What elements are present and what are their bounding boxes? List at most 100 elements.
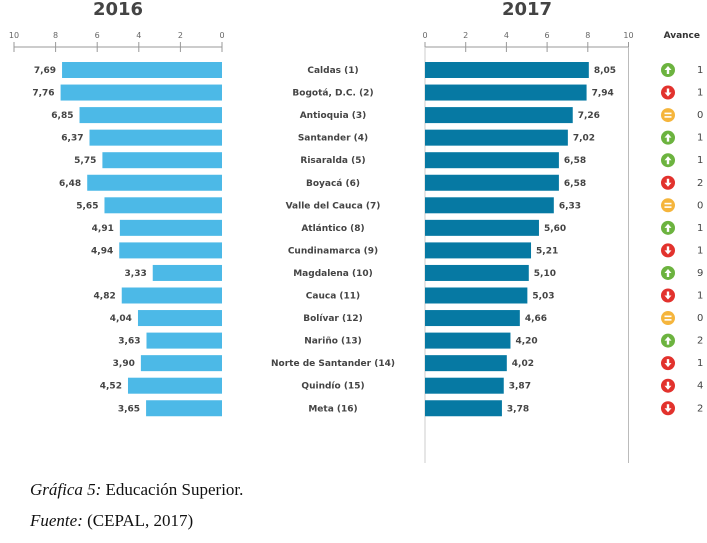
equal-icon xyxy=(664,202,672,205)
tick-label: 0 xyxy=(422,31,427,40)
bar-2017 xyxy=(425,264,529,281)
data-label-2016: 3,65 xyxy=(118,404,140,414)
arrow-up-icon xyxy=(664,336,672,345)
bar-2017 xyxy=(425,107,573,124)
data-label-2016: 4,52 xyxy=(100,382,122,392)
equal-icon xyxy=(664,116,672,118)
data-label-2016: 6,48 xyxy=(59,179,81,189)
avance-value: 0 xyxy=(697,200,703,211)
bar-2016 xyxy=(152,264,222,281)
bar-2016 xyxy=(102,152,222,169)
data-label-2017: 4,02 xyxy=(512,359,534,369)
data-label-2016: 3,90 xyxy=(113,359,135,369)
avance-value: 0 xyxy=(697,110,703,121)
data-label-2017: 4,66 xyxy=(525,314,547,324)
bar-2016 xyxy=(119,219,222,236)
category-label: Meta (16) xyxy=(308,404,357,414)
category-label: Magdalena (10) xyxy=(293,269,373,279)
data-label-2017: 3,87 xyxy=(509,382,531,392)
category-label: Santander (4) xyxy=(298,134,368,144)
avance-value: 4 xyxy=(697,381,703,392)
category-label: Bogotá, D.C. (2) xyxy=(292,89,373,99)
tick-label: 6 xyxy=(95,31,100,40)
avance-value: 1 xyxy=(697,88,703,99)
data-label-2016: 3,33 xyxy=(125,269,147,279)
data-label-2016: 4,94 xyxy=(91,246,113,256)
category-label: Risaralda (5) xyxy=(300,156,365,166)
data-label-2017: 5,60 xyxy=(544,224,566,234)
caption-text: Educación Superior. xyxy=(101,480,244,499)
data-label-2016: 6,37 xyxy=(61,134,83,144)
arrow-down-icon xyxy=(664,381,672,390)
equal-icon xyxy=(664,112,672,115)
bar-2016 xyxy=(146,332,222,349)
bar-2016 xyxy=(89,129,222,146)
data-label-2017: 7,02 xyxy=(573,134,595,144)
category-label: Nariño (13) xyxy=(304,337,362,347)
bar-2017 xyxy=(425,84,587,101)
arrow-down-icon xyxy=(664,291,672,300)
avance-equal-icon xyxy=(661,198,675,213)
title-2017: 2017 xyxy=(502,0,552,20)
data-label-2016: 4,04 xyxy=(110,314,132,324)
avance-value: 0 xyxy=(697,313,703,324)
category-label: Valle del Cauca (7) xyxy=(286,201,381,211)
tick-label: 4 xyxy=(136,31,141,40)
bar-2016 xyxy=(137,310,222,327)
bar-2017 xyxy=(425,129,568,146)
arrow-down-icon xyxy=(664,178,672,187)
category-label: Quindío (15) xyxy=(301,382,364,392)
data-label-2017: 6,33 xyxy=(559,201,581,211)
bar-2016 xyxy=(87,174,222,191)
bar-2016 xyxy=(79,107,223,124)
data-label-2017: 6,58 xyxy=(564,179,586,189)
avance-value: 1 xyxy=(697,245,703,256)
bar-2016 xyxy=(127,377,222,394)
source-label: Fuente: xyxy=(30,511,83,530)
bar-2016 xyxy=(146,400,222,417)
avance-header: Avance xyxy=(664,31,700,41)
data-label-2017: 6,58 xyxy=(564,156,586,166)
bar-2016 xyxy=(121,287,222,304)
category-label: Bolívar (12) xyxy=(303,314,362,324)
data-label-2017: 4,20 xyxy=(515,337,537,347)
title-2016: 2016 xyxy=(93,0,143,20)
bar-2017 xyxy=(425,310,520,327)
tick-label: 8 xyxy=(585,31,590,40)
avance-value: 1 xyxy=(697,358,703,369)
data-label-2016: 6,85 xyxy=(51,111,73,121)
bar-2017 xyxy=(425,62,589,78)
equal-icon xyxy=(664,315,672,318)
avance-value: 1 xyxy=(697,65,703,76)
bar-2017 xyxy=(425,242,532,259)
data-label-2017: 7,94 xyxy=(592,89,614,99)
bar-2017 xyxy=(425,152,559,169)
tick-label: 0 xyxy=(219,31,224,40)
bar-2016 xyxy=(119,242,222,259)
data-label-2017: 5,03 xyxy=(532,292,554,302)
tick-label: 4 xyxy=(504,31,509,40)
avance-equal-icon xyxy=(661,311,675,326)
bar-2017 xyxy=(425,355,507,372)
source-caption: Fuente: (CEPAL, 2017) xyxy=(30,511,193,531)
tick-label: 2 xyxy=(463,31,468,40)
bar-2016 xyxy=(60,84,223,101)
tick-label: 10 xyxy=(623,31,633,40)
category-label: Cundinamarca (9) xyxy=(288,246,378,256)
bar-2017 xyxy=(425,332,511,349)
bar-2017 xyxy=(425,287,528,304)
bar-2017 xyxy=(425,377,504,394)
data-label-2017: 5,10 xyxy=(534,269,556,279)
category-label: Norte de Santander (14) xyxy=(271,359,395,369)
avance-value: 2 xyxy=(697,178,703,189)
avance-value: 2 xyxy=(697,403,703,414)
arrow-up-icon xyxy=(664,223,672,232)
source-text: (CEPAL, 2017) xyxy=(82,511,194,530)
data-label-2017: 7,26 xyxy=(578,111,600,121)
avance-value: 2 xyxy=(697,336,703,347)
data-label-2016: 7,69 xyxy=(34,66,56,76)
data-label-2016: 4,82 xyxy=(94,292,116,302)
equal-icon xyxy=(664,319,672,321)
avance-value: 1 xyxy=(697,155,703,166)
